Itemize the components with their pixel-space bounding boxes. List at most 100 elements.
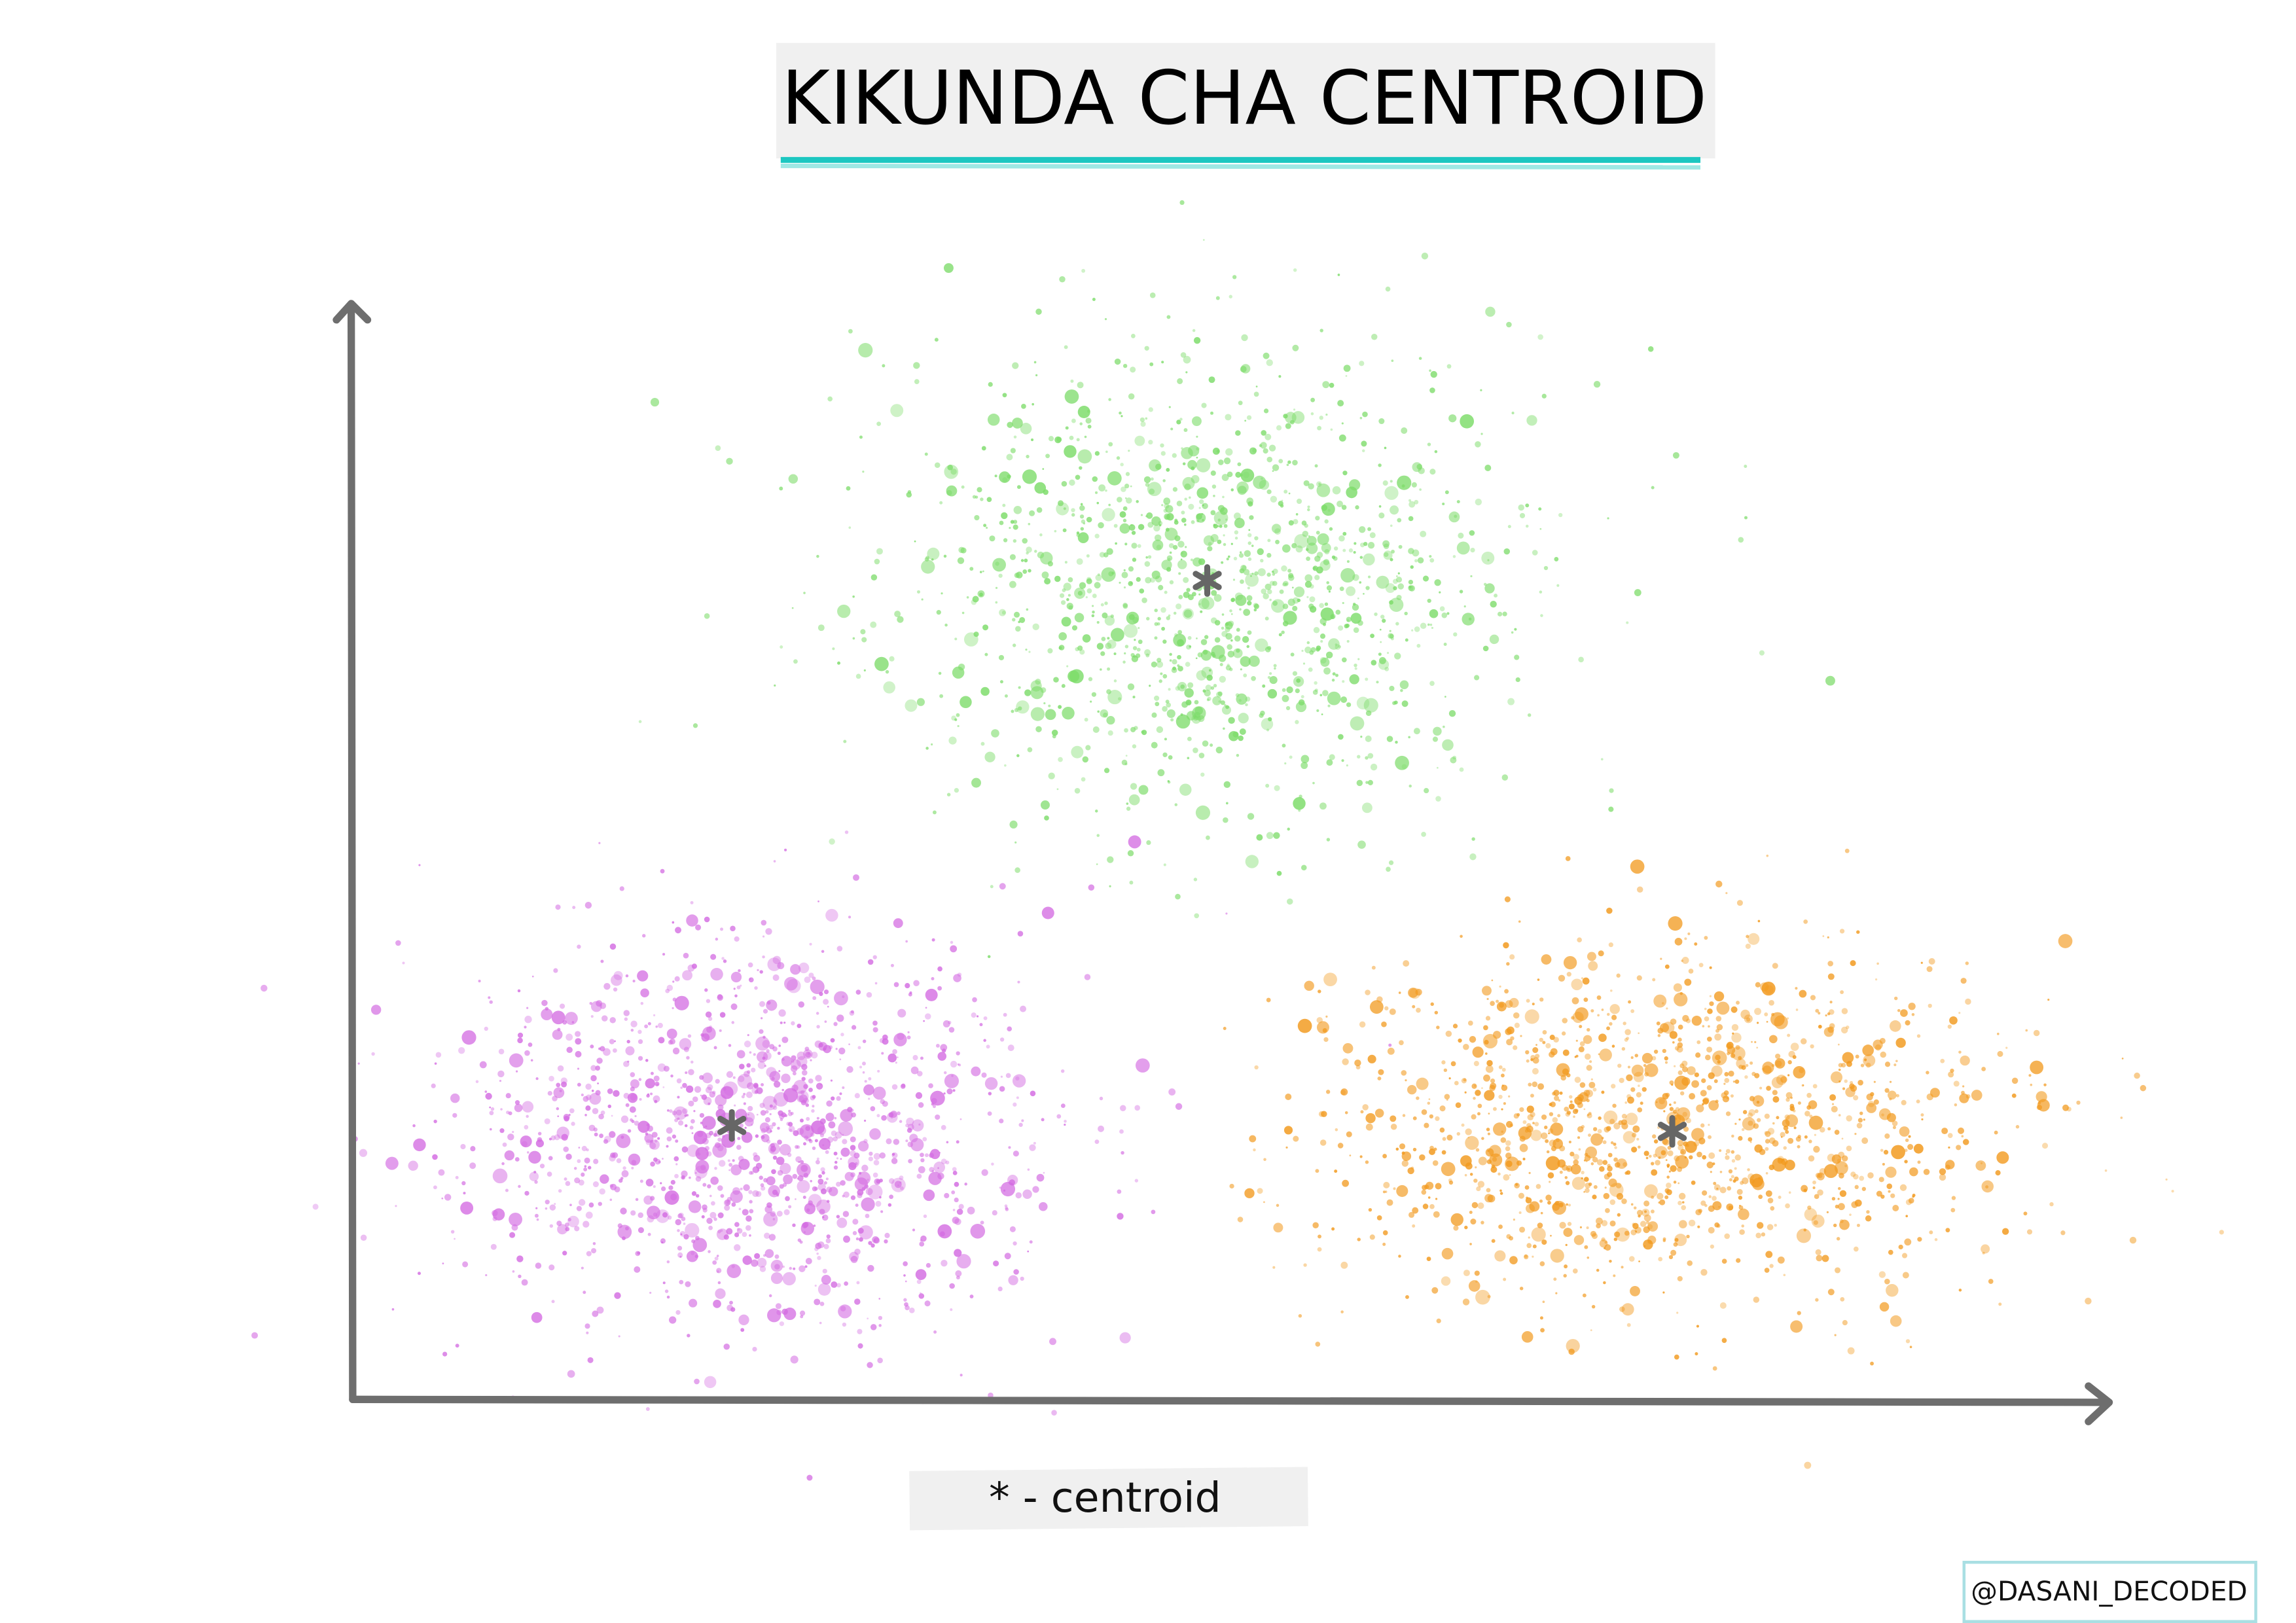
- orange-dot: [1596, 1217, 1603, 1225]
- green-dot: [1100, 603, 1104, 607]
- orange-dot: [1958, 1127, 1965, 1134]
- green-dot: [1427, 598, 1431, 603]
- orange-dot: [1634, 1054, 1638, 1058]
- purple-dot: [808, 1139, 813, 1143]
- orange-dot: [1732, 1080, 1735, 1083]
- green-dot: [1079, 514, 1085, 519]
- orange-dot: [1398, 1255, 1401, 1258]
- purple-dot: [655, 1139, 658, 1143]
- green-dot: [1448, 414, 1457, 423]
- green-dot: [1744, 516, 1748, 520]
- purple-dot: [590, 1044, 594, 1049]
- orange-dot: [1473, 1178, 1478, 1183]
- green-dot: [1316, 483, 1331, 497]
- green-dot: [1421, 832, 1426, 837]
- green-dot: [1086, 554, 1090, 558]
- green-dot: [1396, 577, 1403, 583]
- orange-dot: [1599, 1239, 1608, 1248]
- purple-dot: [524, 1050, 530, 1056]
- orange-dot: [1804, 1207, 1818, 1221]
- green-dot: [1074, 788, 1081, 794]
- orange-dot: [1917, 1160, 1921, 1164]
- green-dot: [1019, 616, 1026, 623]
- green-dot: [1117, 497, 1122, 503]
- orange-dot: [1939, 1168, 1946, 1175]
- green-dot: [1338, 625, 1344, 631]
- orange-dot: [1772, 1122, 1775, 1125]
- purple-dot: [531, 975, 534, 978]
- orange-dot: [1769, 1035, 1778, 1044]
- green-dot: [1223, 457, 1231, 465]
- green-dot: [1233, 556, 1238, 561]
- orange-dot: [2121, 1058, 2124, 1060]
- orange-dot: [1504, 989, 1509, 994]
- purple-dot: [692, 1238, 708, 1253]
- purple-dot: [774, 1254, 780, 1259]
- orange-dot: [1518, 920, 1521, 923]
- green-dot: [1114, 358, 1121, 365]
- orange-dot: [1827, 1012, 1831, 1016]
- purple-dot: [717, 1212, 724, 1219]
- green-dot: [1363, 553, 1375, 566]
- purple-dot: [584, 1165, 587, 1168]
- green-dot: [1170, 427, 1174, 431]
- green-dot: [1427, 623, 1430, 626]
- green-dot: [931, 743, 933, 746]
- orange-dot: [1566, 1339, 1580, 1353]
- green-dot: [1446, 612, 1450, 615]
- purple-dot: [784, 976, 798, 991]
- green-dot: [1397, 583, 1405, 590]
- purple-dot: [796, 1056, 808, 1067]
- orange-dot: [1677, 1182, 1680, 1185]
- green-dot: [941, 592, 943, 595]
- purple-dot: [776, 1211, 783, 1217]
- green-dot: [1185, 662, 1191, 667]
- purple-dot: [646, 1123, 650, 1127]
- orange-dot: [1904, 1149, 1908, 1152]
- green-dot: [1084, 717, 1088, 722]
- orange-dot: [1792, 1055, 1797, 1060]
- green-dot: [1295, 688, 1300, 694]
- orange-dot: [1876, 1190, 1882, 1197]
- green-dot: [1214, 620, 1221, 626]
- purple-dot: [782, 1272, 796, 1286]
- orange-dot: [1520, 1035, 1522, 1037]
- purple-dot: [809, 942, 812, 946]
- orange-dot: [1736, 900, 1743, 906]
- orange-dot: [1926, 1071, 1929, 1075]
- orange-dot: [1664, 1195, 1669, 1200]
- orange-dot: [1804, 1461, 1812, 1469]
- orange-dot: [1920, 961, 1923, 964]
- purple-dot: [592, 1310, 599, 1317]
- purple-dot: [1128, 835, 1141, 849]
- purple-dot: [674, 1118, 679, 1122]
- orange-dot: [1669, 1031, 1677, 1039]
- orange-dot: [1812, 1084, 1818, 1089]
- orange-dot: [1804, 1135, 1808, 1139]
- orange-dot: [1753, 1296, 1760, 1303]
- orange-dot: [1916, 1099, 1920, 1103]
- orange-dot: [1774, 1223, 1777, 1227]
- purple-dot: [706, 999, 711, 1003]
- orange-dot: [1653, 1153, 1657, 1158]
- orange-dot: [1446, 1134, 1453, 1141]
- orange-dot: [1561, 1031, 1566, 1036]
- green-dot: [1062, 707, 1075, 720]
- purple-dot: [643, 1195, 653, 1205]
- purple-dot: [744, 1071, 750, 1077]
- orange-dot: [1501, 1067, 1506, 1072]
- purple-dot: [601, 1015, 608, 1022]
- orange-dot: [1631, 1064, 1644, 1077]
- orange-dot: [1624, 1037, 1628, 1042]
- purple-dot: [812, 1146, 816, 1150]
- purple-dot: [666, 1028, 677, 1039]
- green-dot: [1359, 581, 1362, 584]
- green-dot: [1090, 700, 1092, 703]
- green-dot: [1028, 522, 1031, 526]
- green-dot: [1317, 533, 1329, 545]
- purple-dot: [484, 1090, 488, 1093]
- purple-dot: [999, 1118, 1004, 1124]
- orange-dot: [1982, 1251, 1985, 1255]
- purple-dot: [779, 1113, 785, 1120]
- orange-dot: [1635, 1230, 1638, 1233]
